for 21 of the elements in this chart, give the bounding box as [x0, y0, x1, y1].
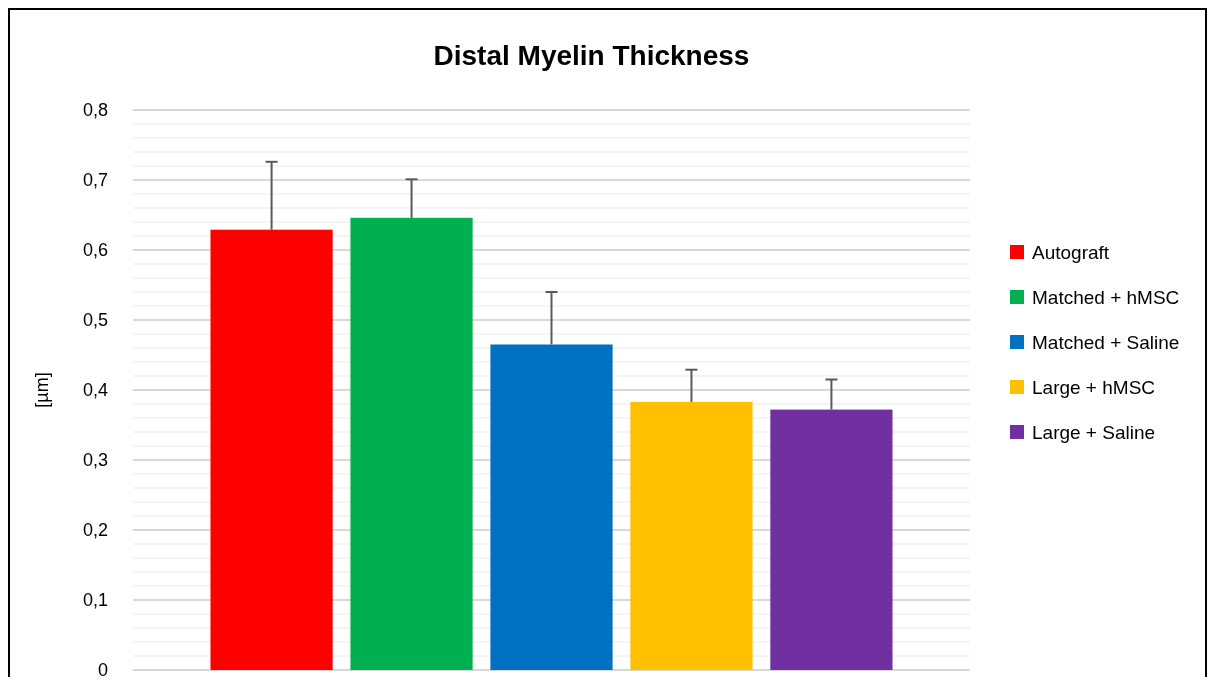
bar [350, 217, 473, 670]
y-tick-label: 0,8 [82, 100, 108, 121]
bar [770, 409, 893, 670]
bar [630, 401, 753, 670]
y-tick-label: 0 [97, 660, 108, 681]
y-tick-label: 0,2 [82, 520, 108, 541]
bar [210, 229, 333, 670]
y-tick-label: 0,1 [82, 590, 108, 611]
y-tick-label: 0,3 [82, 450, 108, 471]
y-tick-label: 0,7 [82, 170, 108, 191]
legend-label: Autograft [1032, 241, 1110, 263]
y-tick-label: 0,4 [82, 380, 108, 401]
legend-label: Large + hMSC [1032, 376, 1156, 398]
legend-label: Large + Saline [1032, 421, 1156, 443]
y-tick-label: 0,5 [82, 310, 108, 331]
bar [490, 344, 613, 670]
legend-label: Matched + Saline [1032, 331, 1180, 353]
chart-title: Distal Myelin Thickness [433, 40, 750, 71]
y-tick-label: 0,6 [82, 240, 108, 261]
y-axis-title: [µm] [32, 372, 52, 408]
legend-label: Matched + hMSC [1032, 286, 1180, 308]
